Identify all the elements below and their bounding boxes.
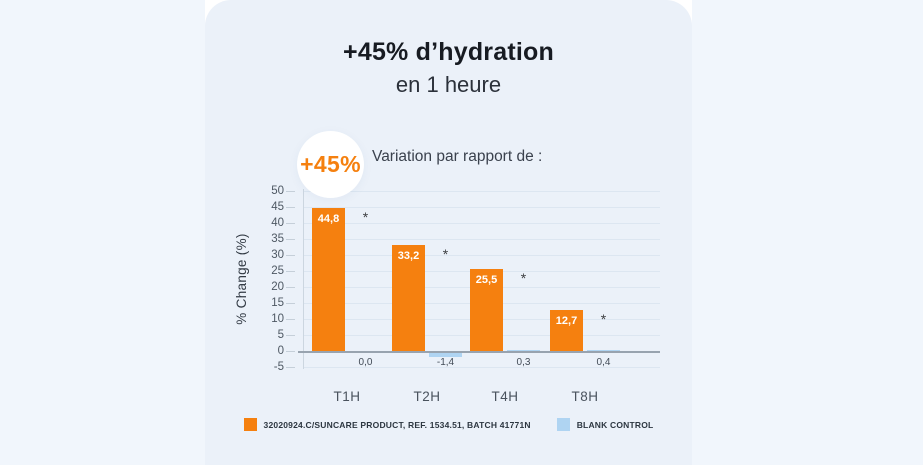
y-tick-label: 25: [271, 265, 284, 277]
y-tick: [286, 351, 295, 352]
legend-item: 32020924.C/SUNCARE PRODUCT, REF. 1534.51…: [243, 418, 531, 431]
legend-swatch: [243, 418, 257, 431]
gridline: [303, 191, 660, 192]
bar-blank-control: [587, 349, 620, 351]
y-tick-label: 30: [271, 249, 284, 261]
significance-asterisk: *: [362, 208, 369, 225]
significance-asterisk: *: [442, 245, 449, 262]
x-axis-label: T4H: [491, 389, 519, 404]
page-subtitle: en 1 heure: [395, 72, 502, 97]
y-tick: [286, 367, 295, 368]
y-axis-line: [303, 189, 304, 369]
y-tick: [286, 271, 295, 272]
y-tick-label: 15: [271, 297, 284, 309]
gridline: [303, 239, 660, 240]
bar-value-label: 33,2: [397, 249, 420, 262]
y-tick-label: 45: [271, 201, 284, 213]
y-tick-label: 20: [271, 281, 284, 293]
bar-product: [392, 244, 425, 351]
y-tick: [286, 255, 295, 256]
legend-swatch: [556, 418, 570, 431]
y-tick-label: 5: [277, 329, 284, 341]
blank-value-label: 0,4: [596, 357, 611, 368]
bar-product: [470, 269, 503, 351]
significance-asterisk: *: [600, 311, 607, 328]
y-tick: [286, 223, 295, 224]
gridline: [303, 255, 660, 256]
chart-caption: Variation par rapport de :: [372, 148, 543, 165]
x-axis-line: [298, 351, 660, 353]
significance-asterisk: *: [520, 270, 527, 287]
y-tick-label: 10: [271, 313, 284, 325]
legend-item: BLANK CONTROL: [556, 418, 654, 431]
y-tick: [286, 191, 295, 192]
blank-value-label: 0,0: [358, 357, 373, 368]
gridline: [303, 207, 660, 208]
legend-label: BLANK CONTROL: [576, 419, 654, 430]
percent-badge: +45%: [297, 131, 364, 198]
y-tick-label: 40: [271, 217, 284, 229]
bar-value-label: 44,8: [317, 212, 340, 225]
x-axis-label: T1H: [333, 389, 361, 404]
gridline: [303, 367, 660, 368]
y-tick-label: -5: [273, 361, 284, 373]
x-axis-label: T2H: [413, 389, 441, 404]
blank-value-label: 0,3: [516, 357, 531, 368]
bar-product: [312, 207, 345, 351]
legend-label: 32020924.C/SUNCARE PRODUCT, REF. 1534.51…: [263, 419, 531, 430]
y-tick: [286, 335, 295, 336]
y-tick: [286, 287, 295, 288]
y-tick-label: 50: [271, 185, 284, 197]
bar-product: [550, 310, 583, 351]
bar-blank-control: [507, 350, 540, 351]
page-title: +45% d’hydration: [343, 38, 554, 66]
content-panel: [205, 0, 692, 465]
y-tick: [286, 319, 295, 320]
bar-value-label: 25,5: [475, 274, 498, 287]
y-tick: [286, 303, 295, 304]
bar-value-label: 12,7: [555, 315, 578, 328]
x-axis-label: T8H: [571, 389, 599, 404]
percent-badge-label: +45%: [300, 151, 361, 177]
chart-legend: 32020924.C/SUNCARE PRODUCT, REF. 1534.51…: [205, 418, 692, 431]
y-tick-label: 0: [277, 345, 284, 357]
y-tick: [286, 239, 295, 240]
y-tick-label: 35: [271, 233, 284, 245]
blank-value-label: -1,4: [436, 357, 455, 368]
bar-blank-control: [429, 353, 462, 358]
y-tick: [286, 207, 295, 208]
gridline: [303, 223, 660, 224]
